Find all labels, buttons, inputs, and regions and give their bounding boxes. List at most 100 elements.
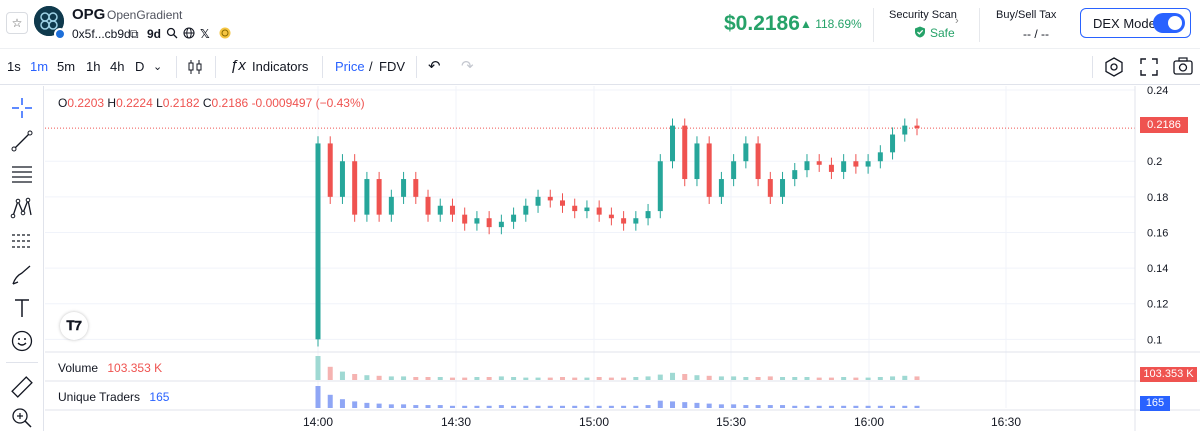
traders-bar [865, 405, 871, 408]
camera-screenshot-icon[interactable] [1173, 57, 1193, 75]
x-tick-label: 16:30 [991, 415, 1021, 429]
volume-bar [559, 377, 565, 380]
traders-bar [645, 405, 651, 408]
security-scan-label[interactable]: Security Scan [889, 9, 957, 21]
candle-body [804, 161, 810, 171]
indicators-fx-icon[interactable]: ƒx [230, 57, 246, 74]
timeframe-4h[interactable]: 4h [110, 59, 125, 74]
fdv-toggle[interactable]: FDV [379, 59, 405, 74]
volume-bars-group [315, 356, 920, 380]
traders-bar [401, 404, 407, 408]
timeframe-1h[interactable]: 1h [86, 59, 101, 74]
redo-icon[interactable]: ↷ [461, 58, 474, 75]
indicators-button[interactable]: Indicators [252, 59, 309, 74]
pattern-tool-icon[interactable] [10, 196, 34, 220]
traders-bars-group [315, 386, 920, 408]
favorite-star-button[interactable]: ☆ [6, 12, 28, 34]
candlestick-type-icon[interactable] [186, 58, 204, 76]
fib-retracement-icon[interactable] [10, 229, 34, 253]
volume-value: 103.353 K [107, 361, 163, 375]
volume-bar [388, 376, 394, 380]
candle-body [327, 143, 333, 197]
close-label: C [202, 96, 212, 110]
volume-bar [657, 374, 663, 380]
traders-bar [816, 405, 822, 408]
traders-bar [877, 405, 883, 408]
volume-bar [425, 377, 431, 380]
ruler-icon[interactable] [10, 375, 34, 399]
volume-bar [572, 377, 578, 380]
token-address[interactable]: 0x5f...cb9d [72, 27, 131, 41]
zoom-in-icon[interactable] [10, 406, 34, 430]
traders-bar [547, 405, 553, 408]
volume-bar [498, 376, 504, 380]
volume-bar [682, 374, 688, 380]
candle-body [682, 125, 688, 180]
y-tick-label: 0.16 [1147, 227, 1168, 239]
price-toggle[interactable]: Price [335, 59, 365, 74]
traders-bar [682, 402, 688, 408]
chevron-down-icon[interactable]: ⌄ [153, 61, 163, 73]
timeframe-5m[interactable]: 5m [57, 59, 76, 74]
brush-icon[interactable] [10, 263, 34, 287]
volume-bar [706, 375, 712, 380]
volume-bar [890, 376, 896, 380]
copy-icon[interactable]: ⧉ [130, 27, 139, 41]
candle-body [694, 143, 700, 180]
volume-bar [767, 376, 773, 380]
tradingview-logo-icon[interactable]: 𝐓𝟕 [60, 312, 88, 340]
x-twitter-icon[interactable]: 𝕏 [200, 27, 210, 41]
search-token-icon[interactable] [166, 27, 178, 39]
candle-body [584, 207, 590, 212]
volume-bar [914, 376, 920, 380]
traders-bar [535, 405, 541, 408]
chevron-right-icon[interactable]: › [955, 15, 959, 27]
timeframe-1m[interactable]: 1m [30, 59, 49, 74]
trend-line-icon[interactable] [10, 129, 34, 153]
price-chart[interactable]: 0.24 0.2 0.18 0.16 0.14 0.12 0.1 14:00 14:30 15:0… [45, 86, 1200, 431]
traders-bar [486, 405, 492, 408]
traders-bar [327, 394, 333, 408]
star-icon: ☆ [11, 16, 23, 30]
toggle-switch[interactable] [1153, 13, 1185, 33]
candle-body [731, 161, 737, 180]
x-tick-label: 14:00 [303, 415, 333, 429]
coin-link-icon[interactable] [219, 27, 231, 39]
volume-bar [486, 377, 492, 380]
chart-toolbar: 1s 1m 5m 1h 4h D ⌄ ƒx Indicators Price /… [0, 49, 1200, 85]
timeframe-1s[interactable]: 1s [7, 59, 21, 74]
divider [1092, 56, 1093, 78]
website-globe-icon[interactable] [183, 27, 195, 39]
candle-body [401, 179, 407, 197]
volume-badge: 103.353 K [1140, 367, 1197, 382]
traders-bar [608, 405, 614, 408]
volume-bar [352, 374, 358, 380]
emoji-icon[interactable] [10, 329, 34, 353]
y-tick-label: 0.1 [1147, 334, 1162, 346]
candle-body [486, 218, 492, 228]
candle-body [572, 205, 578, 212]
text-tool-icon[interactable] [10, 296, 34, 320]
candle-body [914, 125, 920, 129]
drawing-tools-sidebar [0, 86, 44, 431]
volume-bar [339, 371, 345, 380]
volume-bar [608, 377, 614, 380]
last-price-badge: 0.2186 [1140, 117, 1188, 133]
dex-mode-toggle[interactable]: DEX Mode [1080, 8, 1191, 38]
candle-body [535, 196, 541, 206]
chain-badge-icon [54, 28, 66, 40]
candle-body [425, 196, 431, 215]
settings-hex-icon[interactable] [1104, 57, 1124, 77]
horizontal-lines-icon[interactable] [10, 162, 34, 186]
candle-body [755, 143, 761, 180]
traders-bar [376, 403, 382, 408]
traders-bar [731, 404, 737, 408]
crosshair-icon[interactable] [10, 96, 34, 120]
candle-body [865, 161, 871, 167]
dex-mode-label: DEX Mode [1093, 16, 1156, 31]
volume-pane-legend: Volume 103.353 K [58, 361, 162, 375]
timeframe-d[interactable]: D [135, 59, 145, 74]
divider [979, 8, 980, 42]
undo-icon[interactable]: ↶ [428, 58, 441, 75]
fullscreen-icon[interactable] [1140, 58, 1158, 76]
